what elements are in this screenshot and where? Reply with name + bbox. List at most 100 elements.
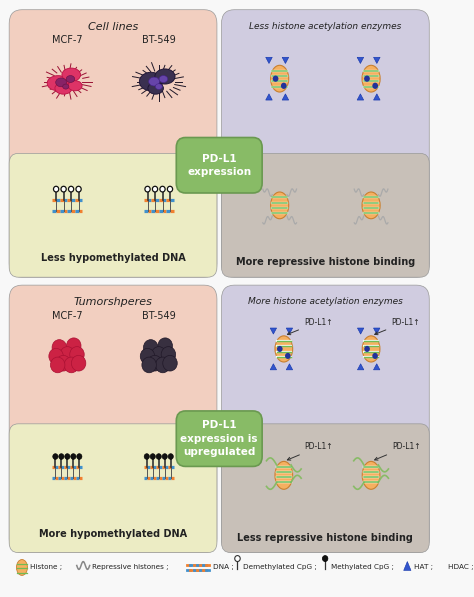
Polygon shape <box>266 57 272 63</box>
Circle shape <box>168 454 173 459</box>
Text: BT-549: BT-549 <box>142 35 176 45</box>
Polygon shape <box>266 94 272 100</box>
Text: PD-L1↑: PD-L1↑ <box>374 318 420 335</box>
Circle shape <box>70 347 84 362</box>
Circle shape <box>160 186 165 192</box>
Circle shape <box>59 454 64 459</box>
Polygon shape <box>282 94 289 100</box>
Ellipse shape <box>66 76 75 82</box>
Circle shape <box>65 454 70 459</box>
Circle shape <box>161 347 176 362</box>
Circle shape <box>142 357 156 373</box>
FancyBboxPatch shape <box>9 10 217 277</box>
Circle shape <box>68 186 74 192</box>
FancyBboxPatch shape <box>221 153 429 277</box>
FancyBboxPatch shape <box>176 411 262 466</box>
Polygon shape <box>374 57 380 63</box>
Circle shape <box>144 454 149 459</box>
Text: Less histone acetylation enzymes: Less histone acetylation enzymes <box>249 21 401 30</box>
Polygon shape <box>357 94 364 100</box>
Circle shape <box>144 340 158 355</box>
Circle shape <box>61 186 66 192</box>
Text: Tumorshperes: Tumorshperes <box>73 297 153 307</box>
FancyBboxPatch shape <box>176 137 262 193</box>
Circle shape <box>155 357 170 373</box>
Circle shape <box>167 186 173 192</box>
Text: Less hypomethylated DNA: Less hypomethylated DNA <box>41 253 185 263</box>
FancyBboxPatch shape <box>9 153 217 277</box>
Ellipse shape <box>155 84 162 90</box>
Polygon shape <box>357 57 364 63</box>
Circle shape <box>53 454 58 459</box>
Circle shape <box>147 355 162 371</box>
Circle shape <box>372 353 378 359</box>
Text: MCF-7: MCF-7 <box>52 311 82 321</box>
Circle shape <box>152 347 166 362</box>
Ellipse shape <box>47 76 69 91</box>
Text: PD-L1↑: PD-L1↑ <box>287 318 333 335</box>
Ellipse shape <box>63 84 69 89</box>
Ellipse shape <box>362 192 380 219</box>
Circle shape <box>281 82 287 89</box>
Polygon shape <box>357 364 364 370</box>
Ellipse shape <box>155 69 175 84</box>
Circle shape <box>364 76 370 82</box>
Text: DNA ;: DNA ; <box>213 565 234 571</box>
Text: PD-L1↑: PD-L1↑ <box>177 442 225 456</box>
Circle shape <box>273 76 278 82</box>
Ellipse shape <box>56 78 66 87</box>
Circle shape <box>372 82 378 89</box>
Circle shape <box>439 564 445 571</box>
Polygon shape <box>404 562 411 571</box>
Ellipse shape <box>68 81 82 91</box>
Ellipse shape <box>17 559 27 576</box>
Text: PD-L1↑: PD-L1↑ <box>287 442 333 460</box>
Circle shape <box>66 338 81 353</box>
Circle shape <box>162 454 167 459</box>
Circle shape <box>71 454 76 459</box>
Text: Demethylated CpG ;: Demethylated CpG ; <box>243 565 317 571</box>
Text: MCF-7: MCF-7 <box>52 35 82 45</box>
Circle shape <box>64 357 79 373</box>
Circle shape <box>50 357 65 373</box>
Ellipse shape <box>159 76 168 82</box>
Ellipse shape <box>275 336 292 362</box>
Ellipse shape <box>362 336 380 362</box>
Circle shape <box>76 186 81 192</box>
Text: More hypomethylated DNA: More hypomethylated DNA <box>39 529 187 538</box>
Circle shape <box>153 186 158 192</box>
Polygon shape <box>270 328 277 334</box>
Circle shape <box>145 186 150 192</box>
Circle shape <box>322 556 328 562</box>
Ellipse shape <box>271 192 289 219</box>
Text: HAT ;: HAT ; <box>414 565 433 571</box>
Polygon shape <box>282 57 289 63</box>
Circle shape <box>235 556 240 562</box>
Text: Repressive histones ;: Repressive histones ; <box>92 565 169 571</box>
Ellipse shape <box>362 65 380 92</box>
Circle shape <box>277 346 283 352</box>
Circle shape <box>158 338 173 353</box>
Circle shape <box>163 355 177 371</box>
Circle shape <box>49 349 64 364</box>
Ellipse shape <box>139 72 163 91</box>
Ellipse shape <box>148 82 164 94</box>
Circle shape <box>364 346 370 352</box>
Text: Less repressive histone binding: Less repressive histone binding <box>237 533 413 543</box>
Text: Cell lines: Cell lines <box>88 21 138 32</box>
FancyBboxPatch shape <box>221 10 429 277</box>
Circle shape <box>285 353 291 359</box>
Polygon shape <box>357 328 364 334</box>
Ellipse shape <box>55 82 72 94</box>
Text: BT-549: BT-549 <box>142 311 176 321</box>
Circle shape <box>60 347 74 362</box>
FancyBboxPatch shape <box>9 285 217 553</box>
Polygon shape <box>374 364 380 370</box>
Polygon shape <box>374 94 380 100</box>
Circle shape <box>52 340 66 355</box>
FancyBboxPatch shape <box>9 424 217 553</box>
Circle shape <box>56 355 71 371</box>
Circle shape <box>54 186 59 192</box>
Polygon shape <box>286 364 292 370</box>
Circle shape <box>72 355 86 371</box>
